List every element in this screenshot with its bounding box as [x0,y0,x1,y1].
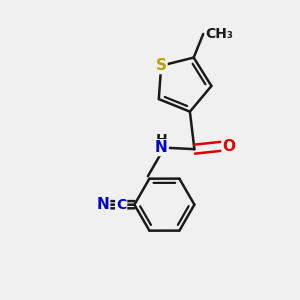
Text: N: N [155,140,168,155]
Text: N: N [97,197,109,212]
Text: S: S [156,58,167,73]
Text: H: H [156,133,168,147]
Text: CH₃: CH₃ [206,27,233,41]
Text: O: O [222,139,236,154]
Text: C: C [116,198,126,212]
